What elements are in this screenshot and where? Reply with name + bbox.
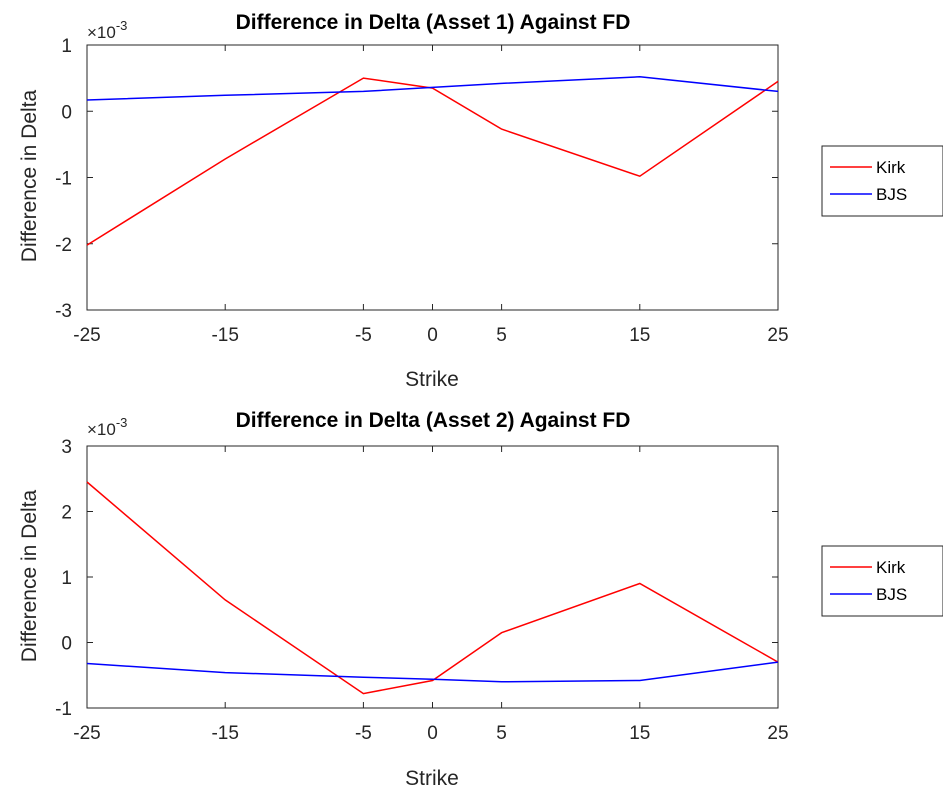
x-tick-label: 0 [427, 325, 438, 346]
chart-panel-asset-2: Difference in Delta (Asset 2) Against FD… [18, 409, 943, 790]
legend-label-kirk: Kirk [876, 558, 906, 577]
y-exponent-base: ×10 [87, 23, 116, 42]
legend-label-bjs: BJS [876, 185, 907, 204]
y-tick-label: 1 [61, 568, 72, 589]
x-tick-label: 25 [767, 723, 788, 744]
legend-box [821, 545, 943, 617]
x-tick-label: -15 [211, 723, 238, 744]
legend-box [821, 145, 943, 217]
x-tick-label: -25 [73, 723, 100, 744]
y-exponent-power: -3 [116, 18, 128, 33]
chart-title: Difference in Delta (Asset 2) Against FD [236, 409, 631, 432]
x-tick-label: -25 [73, 325, 100, 346]
y-tick-label: -3 [55, 301, 72, 322]
x-tick-label: 0 [427, 723, 438, 744]
y-tick-label: 2 [61, 503, 72, 524]
y-tick-label: -1 [55, 169, 72, 190]
x-tick-label: 15 [629, 325, 650, 346]
chart-title: Difference in Delta (Asset 1) Against FD [236, 11, 631, 34]
plot-area [86, 445, 779, 709]
y-tick-label: -2 [55, 235, 72, 256]
y-axis-label: Difference in Delta [18, 489, 41, 662]
y-tick-label: 0 [61, 634, 72, 655]
legend-label-bjs: BJS [876, 585, 907, 604]
y-tick-label: 3 [61, 437, 72, 458]
series-line-bjs [86, 76, 779, 101]
x-tick-label: 5 [496, 723, 507, 744]
y-tick-label: 1 [61, 36, 72, 57]
y-tick-label: 0 [61, 102, 72, 123]
y-axis-label: Difference in Delta [18, 89, 41, 262]
x-tick-label: -5 [355, 723, 372, 744]
series-line-kirk [86, 481, 779, 695]
y-exponent-power: -3 [116, 415, 128, 430]
x-tick-label: 25 [767, 325, 788, 346]
y-exponent-base: ×10 [87, 420, 116, 439]
legend: Kirk BJS [821, 145, 943, 217]
legend: Kirk BJS [821, 545, 943, 617]
x-tick-label: -5 [355, 325, 372, 346]
plot-area [86, 44, 779, 311]
x-axis-label: Strike [405, 767, 459, 790]
y-exponent-label: ×10-3 [87, 18, 127, 42]
x-tick-label: -15 [211, 325, 238, 346]
series-line-bjs [86, 661, 779, 683]
x-tick-label: 5 [496, 325, 507, 346]
y-tick-label: -1 [55, 699, 72, 720]
chart-panel-asset-1: Difference in Delta (Asset 1) Against FD… [18, 11, 943, 391]
y-exponent-label: ×10-3 [87, 415, 127, 439]
x-axis-label: Strike [405, 368, 459, 391]
legend-label-kirk: Kirk [876, 158, 906, 177]
x-tick-label: 15 [629, 723, 650, 744]
